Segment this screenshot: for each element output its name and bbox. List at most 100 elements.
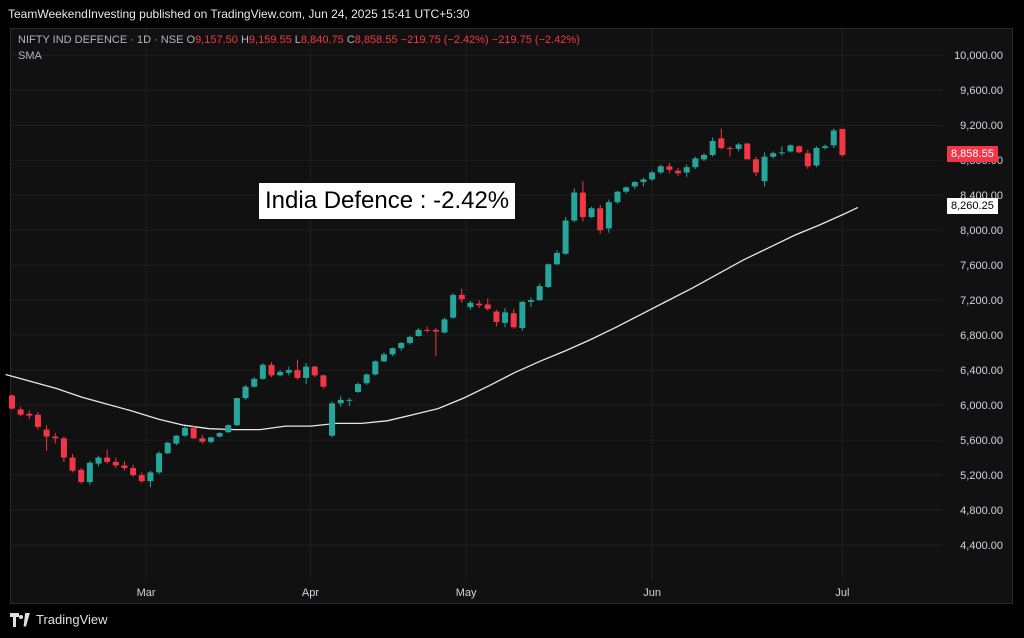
candle-body	[121, 465, 128, 469]
candle-body	[389, 348, 396, 355]
candle-body	[398, 342, 405, 349]
candle-body	[173, 435, 180, 444]
ohlc-legend: NIFTY IND DEFENCE · 1D · NSE O9,157.50 H…	[18, 34, 580, 46]
last-price-tag: 8,858.55	[947, 146, 998, 163]
candle-body	[822, 146, 829, 148]
candle-body	[536, 286, 543, 301]
candle-body	[406, 336, 413, 343]
candle-body	[147, 472, 154, 482]
candle-body	[9, 395, 15, 409]
candle-body	[657, 166, 664, 173]
x-tick-label: Apr	[302, 587, 319, 599]
candle-body	[718, 138, 725, 148]
publish-bar: TeamWeekendInvesting published on Tradin…	[0, 0, 1024, 28]
candle-body	[104, 457, 111, 462]
candle-body	[752, 159, 759, 173]
candle-body	[761, 156, 768, 182]
candle-body	[450, 294, 457, 318]
candle-body	[251, 378, 258, 387]
candle-body	[631, 182, 638, 187]
candle-body	[640, 179, 647, 183]
candle-body	[86, 462, 93, 483]
candle-body	[285, 370, 292, 373]
x-axis: Mar Apr May Jun Jul	[137, 587, 850, 599]
change-value: −219.75 (−2.42%)	[400, 34, 489, 46]
candle-body	[303, 366, 310, 378]
candles-layer	[9, 128, 846, 488]
candle-body	[804, 153, 811, 167]
candle-body	[441, 319, 448, 333]
low-value: 8,840.75	[300, 34, 344, 46]
candle-body	[190, 427, 197, 439]
candle-body	[476, 303, 483, 306]
candle-body	[320, 375, 327, 387]
candle-body	[424, 329, 431, 331]
x-tick-label: Mar	[137, 587, 156, 599]
candle-body	[156, 453, 163, 473]
candle-body	[519, 301, 526, 329]
open-label: O	[186, 34, 196, 46]
candle-body	[259, 364, 266, 379]
candle-body	[830, 130, 837, 146]
y-tick-label: 9,200.00	[960, 120, 1003, 132]
candle-body	[528, 300, 534, 302]
candle-body	[553, 252, 560, 265]
candle-body	[683, 167, 690, 173]
candle-body	[95, 457, 102, 464]
brand-name: TradingView	[36, 612, 108, 627]
candle-body	[17, 409, 24, 415]
candle-body	[675, 170, 682, 174]
candle-body	[467, 302, 474, 308]
candle-body	[623, 187, 630, 192]
candle-body	[207, 437, 214, 442]
candle-body	[770, 153, 777, 157]
candle-body	[294, 370, 301, 378]
y-tick-label: 10,000.00	[954, 50, 1003, 62]
candle-body	[562, 220, 569, 254]
annotation-box: India Defence : -2.42%	[259, 183, 516, 219]
candle-body	[726, 147, 733, 149]
candle-body	[597, 208, 604, 231]
candle-body	[502, 312, 509, 323]
candle-body	[78, 469, 85, 483]
low-label: L	[294, 34, 301, 46]
sma-value-tag: 8,260.25	[947, 198, 998, 215]
candle-body	[138, 475, 145, 482]
candle-body	[796, 146, 803, 153]
y-tick-label: 5,600.00	[960, 435, 1003, 447]
candle-body	[744, 143, 751, 160]
candle-body	[813, 147, 820, 166]
candle-body	[735, 144, 742, 149]
candle-body	[233, 398, 240, 426]
y-tick-label: 7,200.00	[960, 295, 1003, 307]
y-tick-label: 8,000.00	[960, 225, 1003, 237]
sma-indicator-label[interactable]: SMA	[18, 50, 42, 62]
x-tick-label: May	[456, 587, 477, 599]
open-value: 9,157.50	[195, 34, 238, 46]
candle-body	[380, 354, 387, 362]
sma-line	[5, 206, 859, 431]
candle-body	[130, 468, 137, 476]
x-tick-label: Jul	[835, 587, 849, 599]
symbol-label[interactable]: NIFTY IND DEFENCE · 1D · NSE	[18, 34, 184, 46]
candle-body	[701, 154, 707, 160]
candle-body	[458, 294, 465, 300]
x-tick-label: Jun	[643, 587, 661, 599]
high-label: H	[240, 34, 249, 46]
candle-body	[216, 433, 223, 437]
candle-body	[26, 413, 33, 416]
candle-body	[415, 329, 422, 336]
tradingview-logo-icon	[10, 612, 30, 627]
y-tick-label: 9,600.00	[960, 85, 1003, 97]
candle-body	[666, 166, 673, 170]
candle-body	[69, 457, 76, 471]
y-axis: 4,400.00 4,800.00 5,200.00 5,600.00 6,000.00…	[954, 50, 1003, 552]
candle-body	[43, 429, 50, 437]
y-tick-label: 4,400.00	[960, 540, 1003, 552]
candle-body	[182, 427, 188, 436]
candle-body	[571, 192, 578, 221]
candle-body	[60, 438, 67, 458]
candle-body	[311, 366, 318, 376]
candle-body	[484, 304, 491, 309]
